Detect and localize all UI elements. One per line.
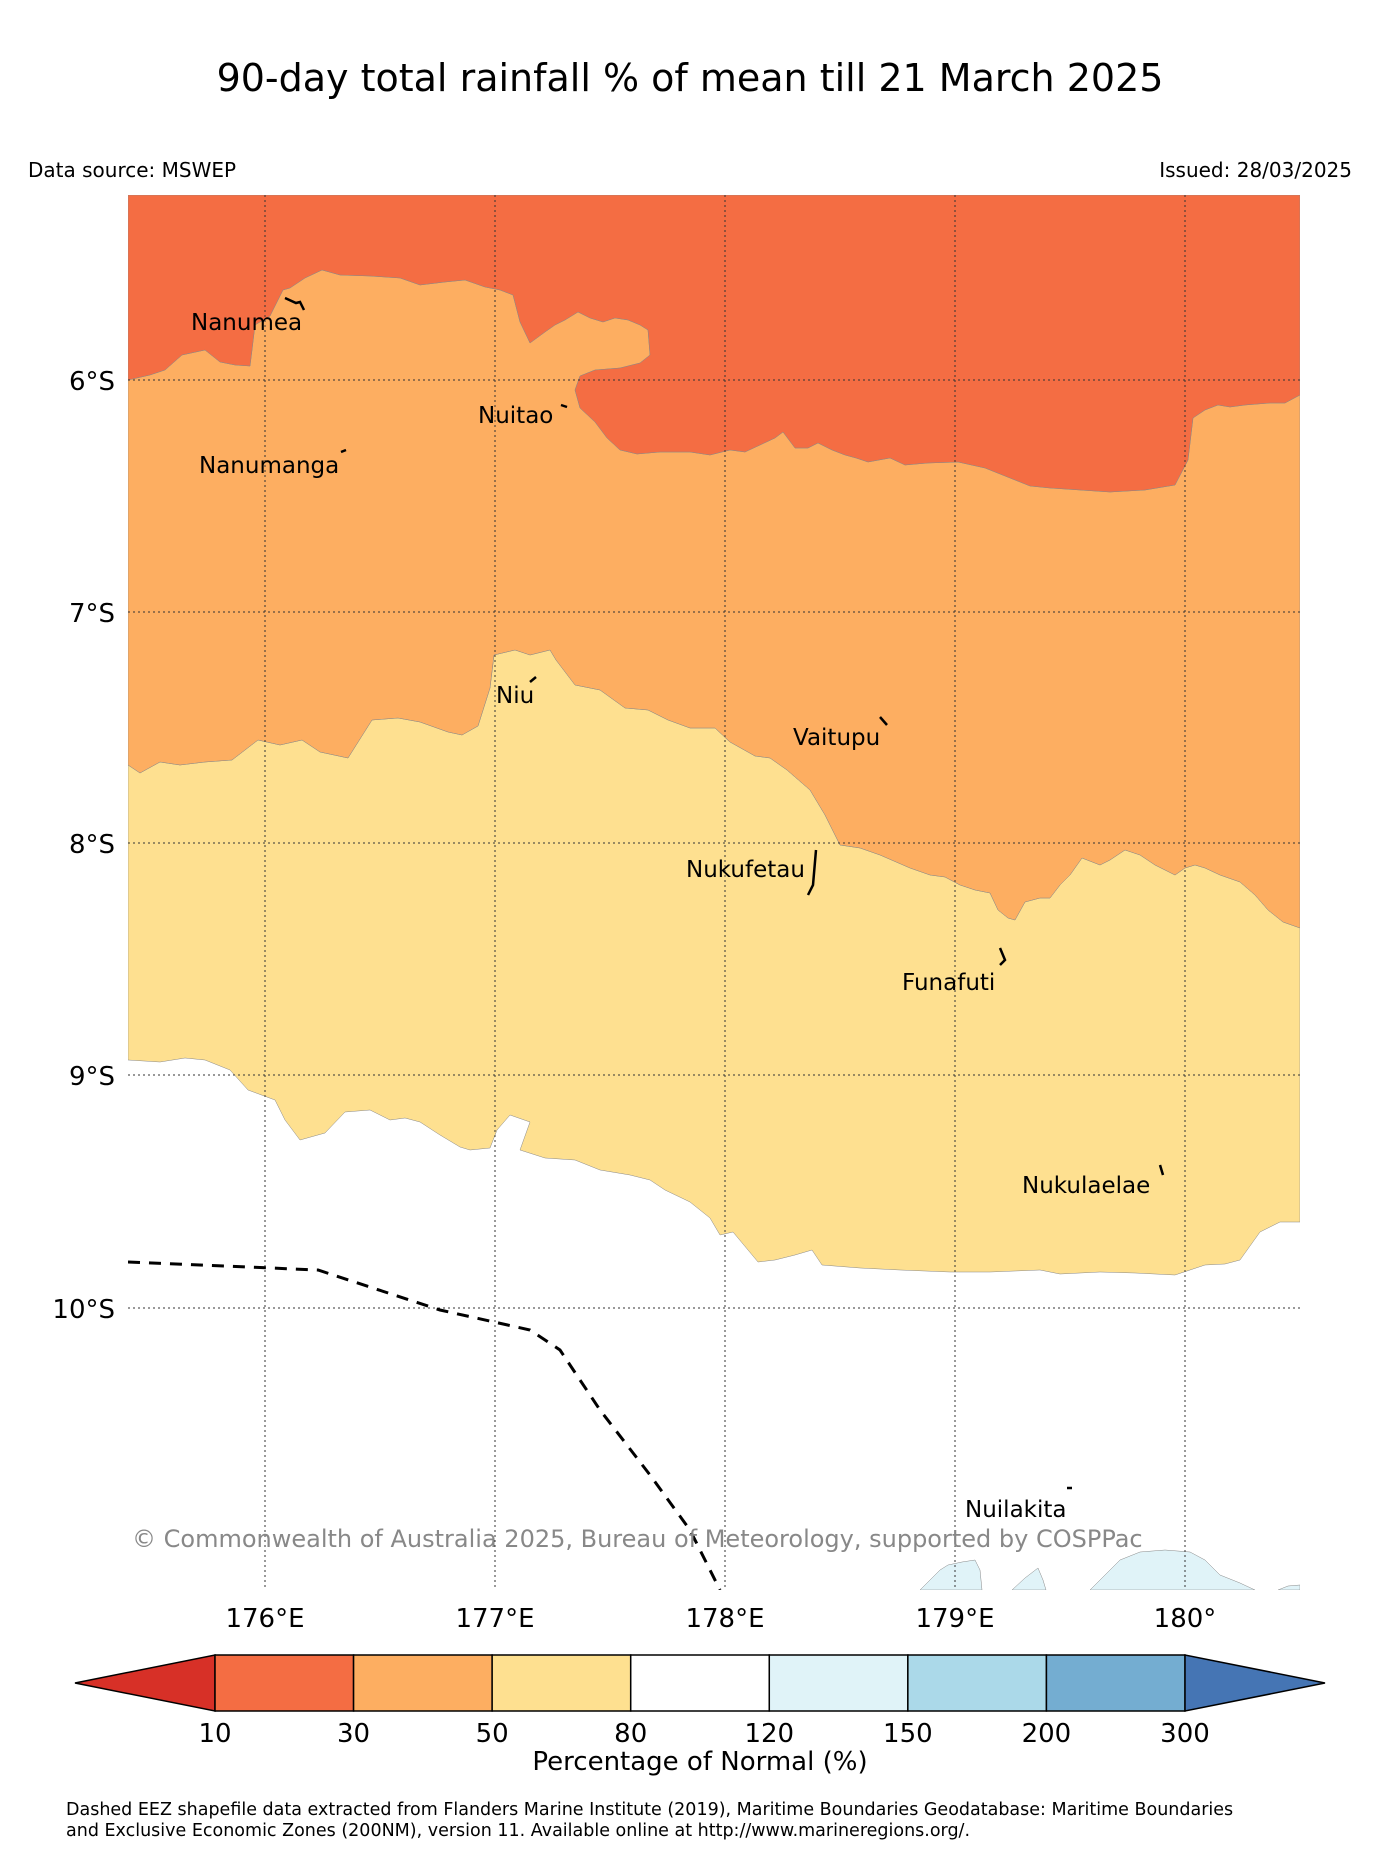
colorbar-swatch-120-150 (768, 1654, 909, 1712)
colorbar-swatch-10-30 (214, 1654, 355, 1712)
graticule-lines (128, 195, 1300, 1590)
region-80-120-white (128, 1058, 1300, 1590)
island-label-funafuti: Funafuti (902, 970, 995, 996)
region-120-150-light-blue (919, 1549, 1300, 1590)
footnote: Dashed EEZ shapefile data extracted from… (66, 1800, 1366, 1842)
colorbar-extend-high (1184, 1654, 1326, 1712)
footnote-line-1: Dashed EEZ shapefile data extracted from… (66, 1800, 1234, 1820)
map-area: Nanumea Nuitao Nanumanga Niu Vaitupu Nuk… (128, 195, 1300, 1590)
lat-label-10s: 10°S (52, 1295, 115, 1325)
nanumanga-outline (340, 448, 347, 454)
region-10-30-dark-orange (128, 195, 1300, 493)
colorbar-extend-low (74, 1654, 216, 1712)
nukulaelae-outline (1158, 1164, 1165, 1176)
colorbar-tick-200: 200 (1022, 1719, 1072, 1749)
issued-date-label: Issued: 28/03/2025 (1159, 158, 1352, 182)
data-source-label: Data source: MSWEP (28, 158, 237, 182)
funafuti-outline (998, 947, 1007, 966)
colorbar-tick-120: 120 (744, 1719, 794, 1749)
colorbar-tick-50: 50 (476, 1719, 509, 1749)
island-label-nanumea: Nanumea (191, 310, 302, 336)
lon-label-178e: 178°E (685, 1604, 764, 1634)
colorbar-swatch-150-200 (907, 1654, 1048, 1712)
colorbar: 10 30 50 80 120 150 200 300 Percentage of Norma… (74, 1654, 1326, 1777)
lon-label-176e: 176°E (225, 1604, 304, 1634)
eez-boundary-dashed-line (128, 1260, 722, 1590)
island-label-nukulaelae: Nukulaelae (1022, 1173, 1150, 1199)
lon-label-177e: 177°E (455, 1604, 534, 1634)
lat-label-8s: 8°S (69, 830, 115, 860)
colorbar-tick-300: 300 (1160, 1719, 1210, 1749)
lat-label-9s: 9°S (69, 1062, 115, 1092)
latitude-labels: 6°S 7°S 8°S 9°S 10°S (52, 367, 115, 1325)
colorbar-swatch-200-300 (1045, 1654, 1186, 1712)
island-label-nuitao: Nuitao (478, 403, 553, 429)
lat-label-7s: 7°S (69, 599, 115, 629)
colorbar-swatch-50-80 (491, 1654, 632, 1712)
island-label-nanumanga: Nanumanga (199, 453, 339, 479)
footnote-line-2: and Exclusive Economic Zones (200NM), ve… (66, 1821, 971, 1841)
nanumea-outline (284, 296, 306, 311)
island-label-nuilakita: Nuilakita (965, 1497, 1066, 1523)
colorbar-swatch-30-50 (352, 1654, 493, 1712)
colorbar-label: Percentage of Normal (%) (532, 1747, 867, 1777)
colorbar-tick-150: 150 (883, 1719, 933, 1749)
colorbar-tick-10: 10 (198, 1719, 231, 1749)
colorbar-tick-80: 80 (614, 1719, 647, 1749)
island-outlines (284, 296, 1165, 1490)
map-title: 90-day total rainfall % of mean till 21 … (216, 56, 1164, 100)
vaitupu-outline (879, 716, 888, 726)
island-label-nukufetau: Nukufetau (686, 857, 805, 883)
island-label-niu: Niu (496, 683, 534, 709)
lon-label-179e: 179°E (915, 1604, 994, 1634)
lon-label-180: 180° (1154, 1604, 1217, 1634)
niu-outline (529, 676, 537, 683)
copyright-notice: © Commonwealth of Australia 2025, Bureau… (132, 1525, 1143, 1553)
nukufetau-outline (806, 849, 818, 896)
longitude-labels: 176°E 177°E 178°E 179°E 180° (225, 1604, 1216, 1634)
nuitao-outline (560, 403, 568, 409)
island-labels: Nanumea Nuitao Nanumanga Niu Vaitupu Nuk… (191, 310, 1150, 1523)
colorbar-tick-30: 30 (337, 1719, 370, 1749)
colorbar-swatch-80-120 (629, 1654, 771, 1712)
island-label-vaitupu: Vaitupu (793, 725, 880, 751)
lat-label-6s: 6°S (69, 367, 115, 397)
